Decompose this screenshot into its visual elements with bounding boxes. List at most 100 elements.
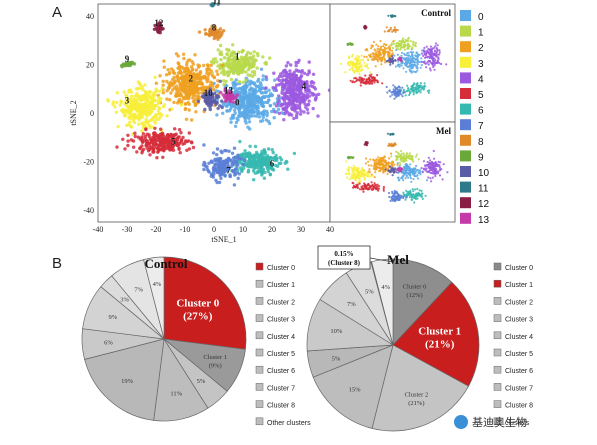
tsne-point: [422, 168, 425, 171]
tsne-point: [294, 106, 299, 111]
tsne-point: [387, 191, 391, 195]
tsne-point: [111, 102, 115, 107]
tsne-point: [390, 196, 393, 199]
tsne-point: [392, 88, 395, 91]
tsne-point: [253, 87, 258, 92]
tsne-point: [297, 69, 301, 73]
tsne-point: [358, 70, 361, 73]
tsne-point: [150, 146, 155, 150]
tsne-point: [381, 82, 384, 85]
tsne-point: [171, 139, 176, 143]
tsne-point: [422, 86, 426, 89]
tsne-point: [410, 87, 413, 90]
tsne-point: [404, 38, 407, 41]
tsne-point: [418, 189, 421, 192]
tsne-point: [388, 51, 391, 55]
tsne-point: [365, 171, 368, 174]
tsne-point: [420, 63, 423, 67]
tsne-point: [364, 174, 367, 177]
tsne-point: [426, 160, 429, 164]
tsne-point: [242, 96, 247, 100]
tsne-point: [374, 171, 377, 174]
tsne-point: [152, 119, 156, 123]
tsne-point: [196, 65, 201, 69]
pie-slice-label: 11%: [170, 391, 182, 398]
tsne-point: [241, 80, 245, 85]
tsne-point: [408, 196, 411, 199]
tsne-point: [290, 86, 295, 90]
tsne-point: [340, 62, 343, 65]
tsne-point: [358, 188, 362, 191]
tsne-point: [353, 177, 356, 180]
pie-legend-swatch: [255, 314, 264, 322]
tsne-point: [390, 43, 393, 46]
tsne-point: [147, 109, 151, 114]
tsne-point: [246, 107, 250, 111]
x-tick-label: -30: [122, 225, 133, 234]
tsne-point: [232, 183, 237, 187]
tsne-point: [369, 71, 372, 74]
pie-slice-label: 6%: [104, 340, 113, 347]
tsne-point: [175, 143, 179, 147]
tsne-point: [178, 64, 182, 69]
tsne-point: [432, 149, 435, 153]
tsne-point: [297, 58, 301, 62]
tsne-point: [393, 142, 396, 145]
tsne-point: [384, 164, 387, 167]
tsne-point: [216, 64, 220, 68]
pie-legend-swatch: [493, 314, 502, 322]
pie-slice-label: Cluster 1: [203, 354, 227, 361]
pie-legend-swatch: [493, 297, 502, 305]
x-tick-label: -20: [151, 225, 162, 234]
tsne-point: [404, 58, 407, 61]
tsne-point: [218, 43, 223, 48]
legend-label: 1: [478, 28, 484, 39]
tsne-point: [419, 82, 422, 85]
tsne-point: [165, 114, 169, 118]
tsne-point: [391, 60, 394, 63]
tsne-point: [421, 192, 424, 195]
pie-slice-label: 5%: [332, 355, 341, 362]
tsne-point: [349, 60, 353, 63]
legend-swatch: [460, 10, 471, 21]
y-tick-label: 20: [86, 61, 94, 70]
tsne-point: [372, 159, 375, 162]
tsne-point: [377, 53, 380, 56]
tsne-point: [286, 89, 290, 93]
tsne-point: [226, 96, 230, 101]
tsne-point: [416, 193, 419, 196]
tsne-point: [393, 171, 396, 174]
tsne-point: [367, 164, 370, 167]
tsne-point: [159, 127, 163, 131]
tsne-point: [388, 170, 391, 173]
tsne-point: [361, 79, 364, 82]
tsne-point: [140, 129, 144, 133]
tsne-point: [394, 155, 397, 158]
tsne-point: [166, 146, 170, 151]
tsne-point: [124, 93, 128, 97]
tsne-point: [203, 28, 207, 32]
tsne-point: [211, 87, 216, 92]
legend-swatch: [460, 56, 471, 68]
pie-slice-label: 4%: [153, 281, 162, 288]
tsne-point: [277, 98, 281, 102]
tsne-point: [392, 90, 395, 93]
tsne-point: [168, 70, 172, 75]
tsne-point: [153, 75, 157, 80]
pie-legend-swatch: [493, 365, 502, 374]
pie-legend-label: Cluster 7: [267, 385, 295, 392]
tsne-point: [391, 174, 394, 177]
tsne-point: [371, 174, 374, 177]
tsne-point: [126, 143, 130, 148]
tsne-point: [277, 111, 282, 116]
cluster-label: 3: [125, 95, 130, 105]
tsne-point: [306, 103, 310, 107]
tsne-point: [139, 102, 143, 107]
tsne-point: [238, 69, 242, 74]
tsne-point: [239, 95, 244, 99]
tsne-point: [233, 108, 237, 113]
tsne-point: [225, 61, 230, 65]
tsne-point: [264, 62, 269, 66]
tsne-point: [140, 144, 144, 148]
tsne-point: [386, 30, 389, 33]
